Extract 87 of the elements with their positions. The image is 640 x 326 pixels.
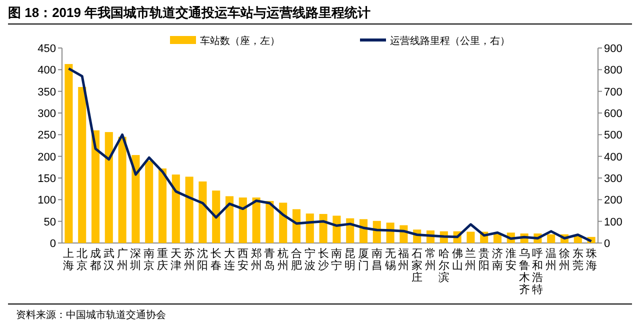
x-tick-label: 天津: [170, 248, 182, 272]
x-tick-label: 珠海: [586, 247, 597, 272]
x-tick-label: 武汉: [103, 247, 114, 272]
bar: [252, 198, 260, 243]
y-tick-label: 150: [38, 173, 56, 185]
x-tick-label: 淮安: [505, 247, 516, 272]
x-tick-label: 兰州: [465, 247, 476, 272]
bar: [91, 130, 100, 243]
legend-label: 运营线路里程（公里，右）: [390, 35, 510, 47]
x-tick-label: 哈尔滨: [438, 248, 450, 284]
y-tick-label: 200: [38, 151, 56, 164]
x-tick-label: 大连: [224, 247, 235, 272]
y-tick-label: 0: [50, 238, 56, 250]
x-tick-label: 宁波: [304, 247, 316, 272]
y-tick-label: 350: [38, 86, 56, 98]
x-tick-label: 苏州: [184, 247, 195, 272]
bar: [547, 234, 556, 243]
bar: [225, 196, 234, 243]
y2-tick-label: 500: [604, 130, 622, 142]
x-tick-label: 徐州: [559, 248, 570, 272]
x-tick-label: 北京: [76, 247, 88, 272]
x-tick-label: 昆明: [344, 248, 356, 272]
text: 资料来源：中国城市轨道交通协会: [16, 309, 166, 321]
bar: [279, 202, 288, 243]
x-tick-label: 厦门: [358, 248, 369, 272]
bar: [64, 64, 73, 243]
bar: [145, 160, 154, 243]
bar: [198, 181, 207, 243]
bar: [266, 200, 274, 243]
y-tick-label: 400: [38, 64, 56, 77]
x-tick-label: 常州: [425, 247, 436, 272]
bar: [104, 132, 113, 243]
bar: [185, 176, 194, 243]
x-tick-label: 南宁: [331, 247, 342, 272]
x-tick-label: 合肥: [291, 247, 302, 272]
bar: [158, 168, 167, 243]
x-tick-label: 重庆: [157, 247, 168, 272]
legend-label: 车站数（座，左）: [200, 35, 280, 47]
y-tick-label: 300: [38, 108, 56, 120]
y2-tick-label: 400: [604, 151, 622, 164]
x-tick-label: 深圳: [129, 248, 142, 272]
x-tick-label: 呼和浩特: [532, 247, 544, 296]
x-tick-label: 福州: [398, 247, 410, 272]
x-tick-label: 温州: [546, 248, 557, 272]
y2-tick-label: 0: [604, 238, 610, 250]
y-tick-label: 50: [44, 216, 56, 228]
bar: [306, 214, 314, 243]
y2-tick-label: 600: [604, 108, 622, 120]
x-tick-label: 南昌: [371, 247, 382, 272]
x-tick-label: 郑州: [250, 248, 262, 272]
y2-tick-label: 900: [604, 43, 622, 55]
y2-tick-label: 200: [604, 194, 622, 207]
x-tick-label: 乌鲁木齐: [518, 248, 530, 296]
y-tick-label: 100: [38, 194, 56, 207]
x-tick-label: 石家庄: [412, 248, 423, 284]
y-tick-label: 250: [38, 130, 56, 142]
line-series: [67, 67, 593, 243]
chart-title: 图 18：2019 年我国城市轨道交通投运车站与运营线路里程统计: [8, 5, 371, 20]
x-tick-label: 广州: [116, 247, 128, 272]
x-tick-label: 济南: [492, 247, 503, 272]
x-tick-label: 杭州: [276, 247, 289, 272]
y2-tick-label: 700: [604, 86, 622, 98]
bar: [172, 174, 180, 243]
bar: [118, 136, 126, 243]
x-tick-label: 佛山: [452, 248, 463, 272]
x-tick-label: 西安: [237, 248, 248, 272]
x-tick-label: 长春: [210, 247, 222, 272]
bar: [132, 155, 140, 243]
x-tick-label: 贵阳: [478, 247, 490, 272]
x-tick-label: 无锡: [384, 248, 396, 272]
y2-tick-label: 300: [604, 173, 622, 185]
bar: [466, 232, 475, 243]
bar: [212, 190, 220, 243]
x-tick-label: 青岛: [264, 247, 276, 272]
x-tick-label: 长沙: [318, 247, 329, 272]
bar: [319, 214, 328, 243]
bar: [292, 209, 301, 243]
y2-tick-label: 800: [604, 64, 622, 77]
bar: [78, 87, 86, 243]
x-tick-label: 沈阳: [197, 247, 208, 272]
x-tick-label: 成都: [90, 247, 101, 272]
bar: [238, 198, 247, 243]
x-tick-label: 上海: [63, 247, 74, 272]
x-tick-label: 南京: [144, 247, 155, 272]
x-tick-label: 东莞: [572, 247, 584, 272]
y-tick-label: 450: [38, 43, 56, 55]
y2-tick-label: 100: [604, 216, 622, 228]
